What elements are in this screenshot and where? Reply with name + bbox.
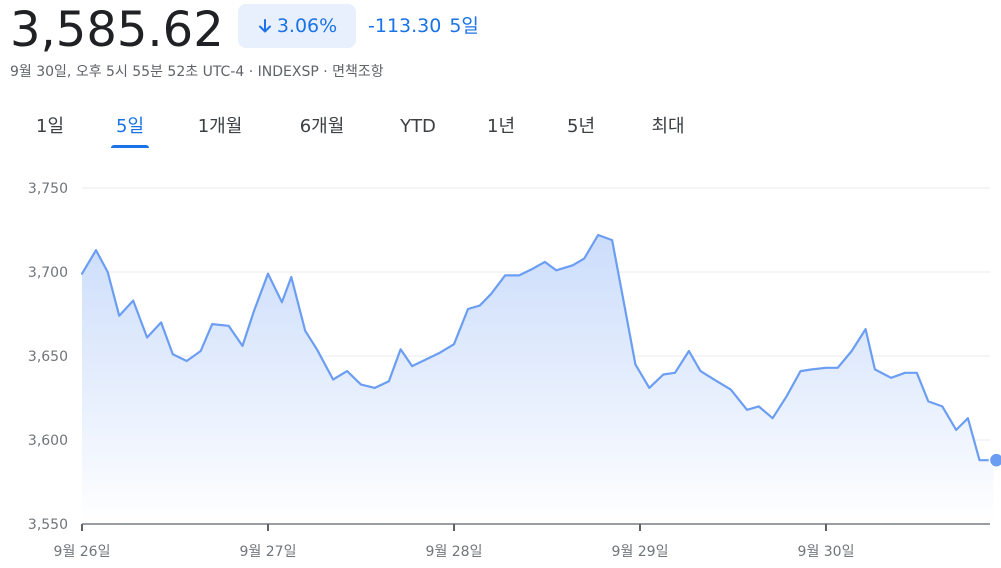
tab-1d[interactable]: 1일 (35, 116, 65, 137)
tab-1y[interactable]: 1년 (486, 116, 516, 137)
x-tick-label: 9월 28일 (426, 544, 483, 560)
y-tick-label: 3,750 (28, 181, 68, 197)
tab-6m[interactable]: 6개월 (299, 116, 345, 137)
absolute-change: -113.30 5일 (368, 12, 479, 40)
last-point-marker (988, 452, 1001, 468)
x-tick-label: 9월 29일 (612, 544, 669, 560)
series-line (80, 233, 995, 462)
x-tick-label: 9월 30일 (798, 544, 855, 560)
arrow-down-icon (258, 19, 271, 33)
percent-change-value: 3.06% (276, 15, 338, 37)
y-tick-label: 3,650 (28, 349, 68, 365)
tab-1m[interactable]: 1개월 (197, 116, 243, 137)
x-tick-label: 9월 26일 (54, 544, 111, 560)
quote-meta: 9월 30일, 오후 5시 55분 52초 UTC-4 · INDEXSP · … (10, 64, 384, 80)
current-price: 3,585.62 (10, 2, 224, 58)
x-tick-label: 9월 27일 (240, 544, 297, 560)
absolute-change-value: -113.30 (368, 15, 442, 37)
series-area (82, 235, 994, 524)
y-tick-label: 3,700 (28, 265, 68, 281)
change-period: 5일 (449, 15, 479, 37)
tab-max[interactable]: 최대 (651, 116, 685, 137)
price-chart[interactable]: 3,550 3,600 3,650 3,700 3,750 9월 26일 9월 27일 9월 … (0, 168, 1001, 568)
tab-5y[interactable]: 5년 (566, 116, 596, 137)
tab-ytd[interactable]: YTD (400, 116, 436, 137)
percent-change-badge: 3.06% (238, 4, 356, 48)
y-tick-label: 3,550 (28, 517, 68, 533)
y-tick-label: 3,600 (28, 433, 68, 449)
tab-5d[interactable]: 5일 (110, 110, 150, 148)
